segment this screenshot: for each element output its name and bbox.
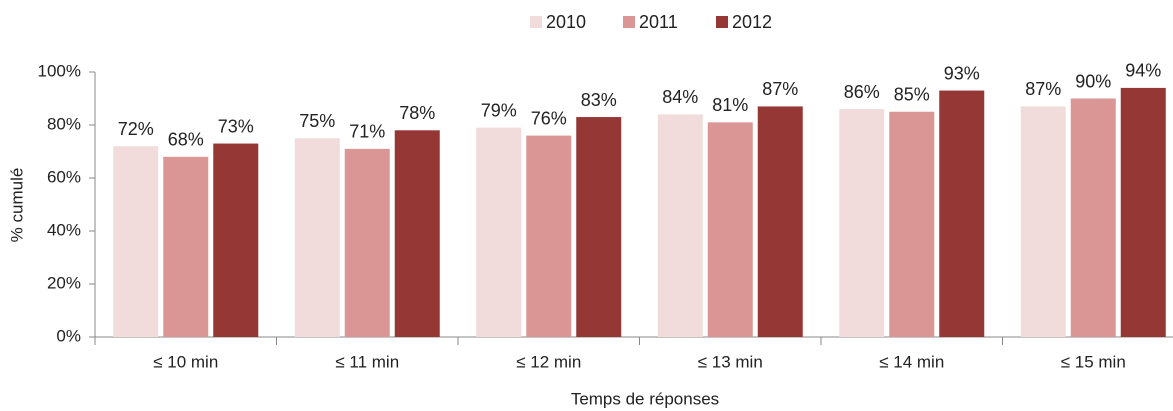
bar — [1120, 87, 1166, 338]
bar — [163, 156, 209, 337]
data-label: 78% — [399, 103, 435, 123]
data-label: 94% — [1125, 61, 1161, 81]
x-tick-label: ≤ 10 min — [153, 352, 218, 371]
bar — [476, 127, 522, 338]
data-label: 85% — [894, 85, 930, 105]
data-label: 83% — [581, 90, 617, 110]
y-tick-label: 60% — [47, 167, 81, 186]
bar — [526, 135, 572, 337]
legend-label: 2011 — [639, 12, 678, 32]
bar — [707, 122, 753, 337]
data-label: 86% — [844, 82, 880, 102]
data-label: 93% — [944, 63, 980, 83]
data-label: 81% — [712, 95, 748, 115]
bar — [344, 148, 390, 337]
bar — [939, 90, 985, 337]
data-label: 76% — [531, 108, 567, 128]
bar — [294, 138, 340, 337]
bar — [839, 109, 885, 337]
x-axis-label: Temps de réponses — [571, 389, 719, 408]
bar — [889, 111, 935, 337]
data-label: 75% — [299, 111, 335, 131]
x-tick-label: ≤ 11 min — [335, 352, 399, 371]
y-tick-label: 20% — [47, 273, 81, 292]
data-label: 79% — [481, 100, 517, 120]
bar — [394, 130, 440, 337]
y-tick-label: 100% — [38, 61, 81, 80]
y-tick-label: 40% — [47, 220, 81, 239]
bar — [213, 143, 259, 337]
legend-swatch — [530, 16, 542, 28]
bar — [113, 146, 159, 337]
legend-label: 2012 — [732, 12, 772, 32]
data-label: 87% — [1025, 79, 1061, 99]
x-tick-label: ≤ 12 min — [516, 352, 581, 371]
bar — [757, 106, 803, 337]
bar — [1070, 98, 1116, 337]
y-tick-label: 0% — [56, 326, 81, 345]
y-tick-label: 80% — [47, 114, 81, 133]
x-tick-label: ≤ 13 min — [698, 352, 763, 371]
bar — [576, 117, 622, 337]
bar — [1020, 106, 1066, 337]
data-label: 73% — [218, 116, 254, 136]
y-axis-label: % cumulé — [7, 168, 26, 243]
legend-swatch — [623, 16, 635, 28]
legend-swatch — [716, 16, 728, 28]
bar — [657, 114, 703, 338]
data-label: 87% — [762, 79, 798, 99]
data-label: 72% — [118, 119, 154, 139]
data-label: 84% — [662, 87, 698, 107]
data-label: 90% — [1075, 71, 1111, 91]
x-tick-label: ≤ 15 min — [1061, 352, 1126, 371]
data-label: 68% — [168, 130, 204, 150]
data-label: 71% — [349, 122, 385, 142]
legend-label: 2010 — [546, 12, 586, 32]
x-tick-label: ≤ 14 min — [879, 352, 944, 371]
